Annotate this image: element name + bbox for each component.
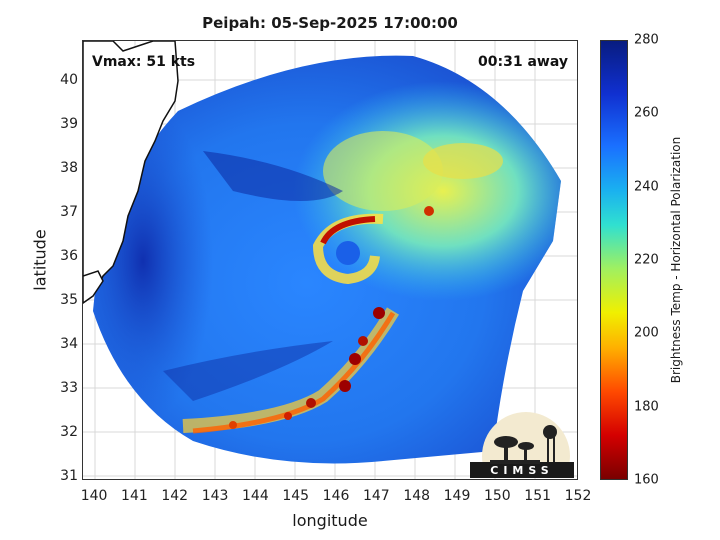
y-tick-label: 39 (60, 115, 78, 132)
x-tick-label: 140 (80, 488, 108, 504)
y-tick-label: 35 (60, 291, 78, 308)
x-tick-label: 141 (121, 488, 148, 504)
colorbar-label: Brightness Temp - Horizontal Polarizatio… (669, 136, 683, 384)
map-plot-area (82, 40, 578, 480)
colorbar-tick-label: 180 (634, 399, 659, 415)
x-tick-label: 149 (443, 488, 471, 504)
y-tick-label: 40 (60, 71, 78, 88)
y-tick-label: 34 (60, 335, 78, 352)
microwave-imagery (83, 41, 577, 479)
y-tick-label: 32 (60, 423, 78, 440)
vmax-label: Vmax: 51 kts (92, 54, 196, 70)
x-axis-label: longitude (292, 511, 368, 530)
colorbar-tick-label: 200 (634, 325, 659, 341)
x-tick-label: 143 (201, 488, 229, 504)
figure-title: Peipah: 05-Sep-2025 17:00:00 (202, 14, 458, 32)
x-tick-label: 145 (282, 488, 310, 504)
y-axis-label: latitude (30, 229, 50, 291)
colorbar-tick-label: 280 (634, 32, 659, 48)
y-tick-label: 38 (60, 159, 78, 176)
y-tick-label: 37 (60, 203, 78, 220)
x-tick-label: 148 (403, 488, 431, 504)
x-tick-label: 152 (564, 488, 592, 504)
satellite-swath (93, 55, 561, 464)
coastline (83, 41, 179, 304)
colorbar-tick-label: 260 (634, 105, 659, 121)
x-tick-label: 146 (322, 488, 350, 504)
colorbar (600, 40, 628, 480)
x-tick-label: 144 (242, 488, 269, 504)
colorbar-tick-label: 240 (634, 179, 659, 195)
x-tick-label: 151 (524, 488, 552, 504)
colorbar-tick-label: 160 (634, 472, 659, 488)
y-tick-label: 31 (60, 467, 78, 484)
colorbar-tick-label: 220 (634, 252, 659, 268)
logo-text: CIMSS (490, 464, 554, 477)
time-away-label: 00:31 away (478, 54, 568, 70)
cimss-logo (470, 412, 574, 478)
x-tick-label: 142 (161, 488, 189, 504)
rainband (182, 206, 434, 434)
y-tick-label: 36 (60, 247, 78, 264)
x-tick-label: 147 (362, 488, 390, 504)
y-tick-label: 33 (60, 379, 78, 396)
x-tick-label: 150 (483, 488, 511, 504)
